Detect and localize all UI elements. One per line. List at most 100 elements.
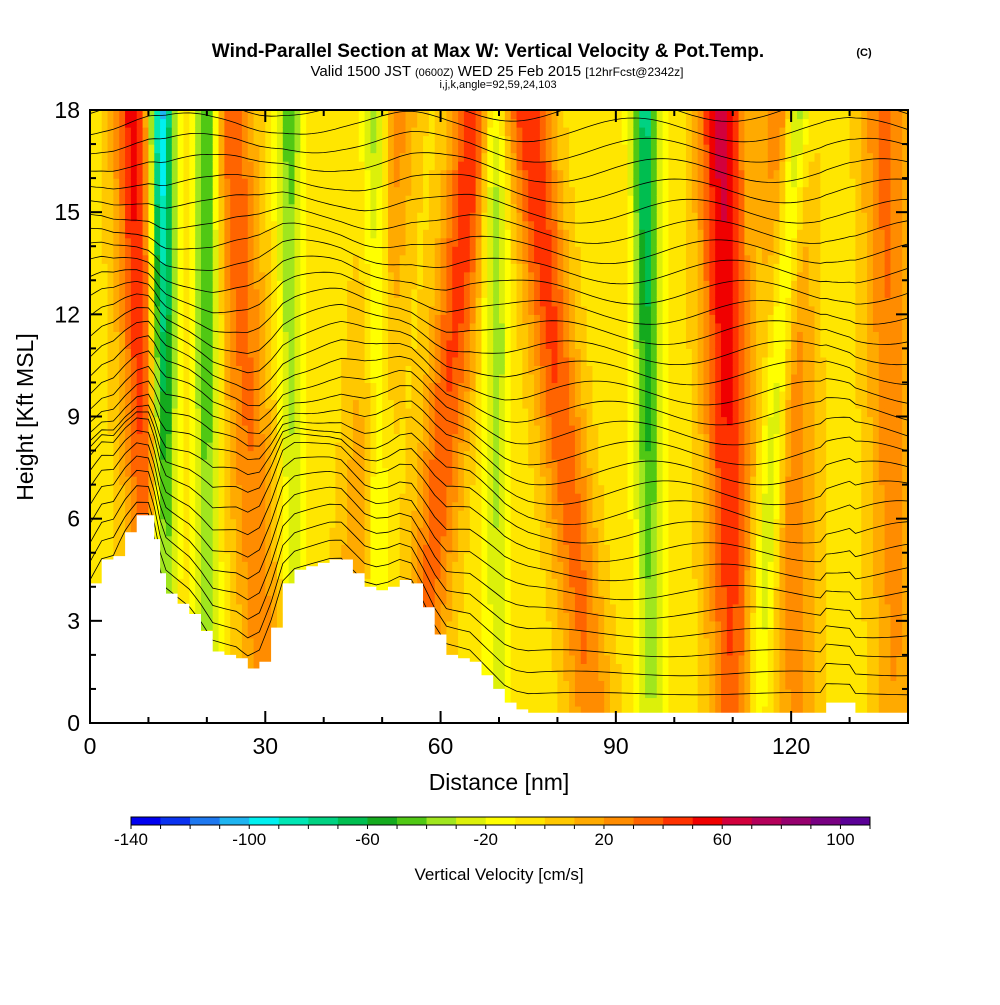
velocity-cell xyxy=(463,339,471,349)
velocity-cell xyxy=(352,322,360,332)
velocity-cell xyxy=(107,305,114,315)
velocity-cell xyxy=(347,501,354,511)
velocity-cell xyxy=(475,518,483,528)
velocity-cell xyxy=(160,433,167,443)
velocity-cell xyxy=(452,348,459,358)
velocity-cell xyxy=(370,254,377,264)
velocity-cell xyxy=(247,407,255,418)
velocity-cell xyxy=(95,578,103,588)
velocity-cell xyxy=(189,220,196,230)
velocity-cell xyxy=(393,467,401,477)
velocity-cell xyxy=(428,595,436,605)
velocity-cell xyxy=(487,339,494,349)
velocity-cell xyxy=(247,459,255,469)
velocity-cell xyxy=(393,331,401,341)
velocity-cell xyxy=(352,459,360,469)
velocity-cell xyxy=(195,425,202,435)
velocity-cell xyxy=(335,390,342,401)
velocity-cell xyxy=(323,186,331,196)
velocity-cell xyxy=(101,229,109,239)
velocity-cell xyxy=(259,322,266,332)
velocity-cell xyxy=(212,459,220,469)
velocity-cell xyxy=(423,229,430,239)
velocity-cell xyxy=(160,220,167,230)
velocity-cell xyxy=(317,127,325,137)
velocity-cell xyxy=(376,152,383,162)
velocity-cell xyxy=(335,382,342,392)
velocity-cell xyxy=(282,382,290,392)
velocity-cell xyxy=(183,314,190,324)
velocity-cell xyxy=(107,144,114,154)
velocity-cell xyxy=(119,373,126,384)
velocity-cell xyxy=(201,484,208,494)
velocity-cell xyxy=(90,382,97,392)
velocity-cell xyxy=(224,467,231,477)
velocity-cell xyxy=(90,510,97,520)
velocity-cell xyxy=(440,467,448,477)
velocity-cell xyxy=(312,535,319,545)
velocity-cell xyxy=(341,425,348,435)
velocity-cell xyxy=(259,195,266,205)
velocity-cell xyxy=(446,544,453,554)
velocity-cell xyxy=(382,169,389,179)
velocity-cell xyxy=(142,314,150,324)
velocity-cell xyxy=(265,442,272,452)
velocity-cell xyxy=(253,535,261,545)
velocity-cell xyxy=(434,152,442,162)
velocity-cell xyxy=(446,603,453,613)
velocity-cell xyxy=(469,450,477,460)
velocity-cell xyxy=(475,467,483,477)
velocity-cell xyxy=(358,280,366,290)
velocity-cell xyxy=(329,263,336,273)
velocity-cell xyxy=(317,203,325,213)
velocity-cell xyxy=(253,544,261,554)
velocity-cell xyxy=(253,305,261,315)
velocity-cell xyxy=(376,339,383,349)
velocity-cell xyxy=(90,373,97,384)
velocity-cell xyxy=(101,246,109,256)
velocity-cell xyxy=(364,416,372,426)
velocity-cell xyxy=(463,229,471,239)
velocity-cell xyxy=(212,501,220,511)
velocity-cell xyxy=(230,433,237,443)
velocity-cell xyxy=(230,561,237,571)
velocity-cell xyxy=(206,161,214,171)
velocity-cell xyxy=(160,561,167,571)
velocity-cell xyxy=(177,390,185,401)
velocity-cell xyxy=(493,569,500,579)
velocity-cell xyxy=(411,237,418,247)
velocity-cell xyxy=(399,331,407,341)
velocity-cell xyxy=(347,373,354,384)
velocity-cell xyxy=(183,467,190,477)
velocity-cell xyxy=(458,501,465,511)
velocity-cell xyxy=(294,476,301,486)
velocity-cell xyxy=(95,314,103,324)
velocity-cell xyxy=(189,569,196,579)
velocity-cell xyxy=(294,544,301,554)
velocity-cell xyxy=(265,195,272,205)
velocity-cell xyxy=(90,195,97,205)
velocity-cell xyxy=(347,399,354,409)
velocity-cell xyxy=(90,322,97,332)
velocity-cell xyxy=(370,237,377,247)
velocity-cell xyxy=(493,595,500,605)
velocity-cell xyxy=(317,510,325,520)
velocity-cell xyxy=(282,152,290,162)
velocity-cell xyxy=(259,135,266,145)
chart-title: Wind-Parallel Section at Max W: Vertical… xyxy=(212,41,764,62)
velocity-cell xyxy=(119,110,126,120)
velocity-cell xyxy=(312,561,319,571)
velocity-cell xyxy=(300,450,307,460)
velocity-cell xyxy=(399,135,407,145)
velocity-cell xyxy=(469,229,477,239)
velocity-cell xyxy=(329,518,336,528)
velocity-cell xyxy=(294,339,301,349)
velocity-cell xyxy=(101,178,109,188)
velocity-cell xyxy=(171,382,179,392)
velocity-cell xyxy=(387,356,395,367)
velocity-cell xyxy=(130,450,138,460)
velocity-cell xyxy=(201,467,208,477)
velocity-cell xyxy=(247,561,255,571)
velocity-cell xyxy=(177,280,185,290)
